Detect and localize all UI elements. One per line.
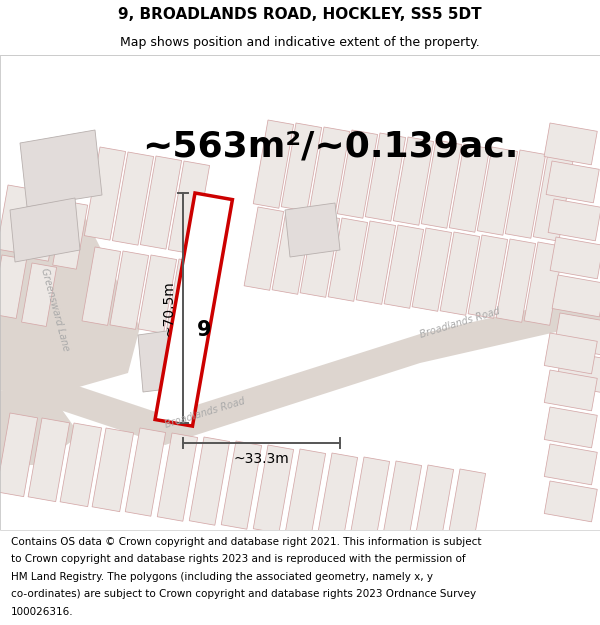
Polygon shape bbox=[544, 407, 597, 448]
Polygon shape bbox=[157, 433, 197, 521]
Polygon shape bbox=[524, 242, 563, 325]
Text: 100026316.: 100026316. bbox=[11, 607, 73, 617]
Polygon shape bbox=[189, 437, 230, 525]
Polygon shape bbox=[381, 461, 422, 549]
Polygon shape bbox=[221, 441, 262, 529]
Text: 9: 9 bbox=[196, 319, 211, 339]
Polygon shape bbox=[548, 199, 600, 241]
Polygon shape bbox=[272, 211, 311, 294]
Polygon shape bbox=[155, 193, 232, 426]
Polygon shape bbox=[440, 232, 479, 315]
Polygon shape bbox=[285, 449, 326, 538]
Polygon shape bbox=[138, 255, 176, 333]
Polygon shape bbox=[285, 203, 340, 257]
Polygon shape bbox=[10, 198, 80, 262]
Polygon shape bbox=[349, 457, 389, 545]
Polygon shape bbox=[544, 333, 597, 374]
Polygon shape bbox=[28, 418, 70, 502]
Polygon shape bbox=[0, 390, 80, 465]
Text: Map shows position and indicative extent of the property.: Map shows position and indicative extent… bbox=[120, 36, 480, 49]
Polygon shape bbox=[449, 144, 490, 232]
Polygon shape bbox=[556, 351, 600, 393]
Polygon shape bbox=[496, 239, 536, 322]
Polygon shape bbox=[125, 428, 166, 516]
Polygon shape bbox=[253, 445, 293, 533]
Polygon shape bbox=[468, 235, 508, 318]
Polygon shape bbox=[412, 228, 452, 311]
Polygon shape bbox=[85, 147, 125, 240]
Polygon shape bbox=[544, 370, 597, 411]
Polygon shape bbox=[384, 225, 424, 308]
Polygon shape bbox=[365, 133, 406, 221]
Text: co-ordinates) are subject to Crown copyright and database rights 2023 Ordnance S: co-ordinates) are subject to Crown copyr… bbox=[11, 589, 476, 599]
Polygon shape bbox=[166, 259, 205, 338]
Polygon shape bbox=[552, 275, 600, 317]
Text: 9, BROADLANDS ROAD, HOCKLEY, SS5 5DT: 9, BROADLANDS ROAD, HOCKLEY, SS5 5DT bbox=[118, 8, 482, 22]
Text: ~33.3m: ~33.3m bbox=[233, 452, 289, 466]
Polygon shape bbox=[0, 255, 26, 318]
Text: Broadlands Road: Broadlands Road bbox=[164, 396, 247, 430]
Text: ~70.5m: ~70.5m bbox=[162, 280, 176, 336]
Polygon shape bbox=[253, 120, 293, 208]
Text: Broadlands Road: Broadlands Road bbox=[419, 306, 502, 340]
Polygon shape bbox=[328, 218, 368, 301]
Polygon shape bbox=[300, 214, 340, 298]
Polygon shape bbox=[20, 130, 102, 207]
Polygon shape bbox=[22, 263, 56, 326]
Polygon shape bbox=[554, 313, 600, 355]
Text: HM Land Registry. The polygons (including the associated geometry, namely x, y: HM Land Registry. The polygons (includin… bbox=[11, 572, 433, 582]
Polygon shape bbox=[544, 481, 597, 522]
Polygon shape bbox=[0, 413, 38, 497]
Polygon shape bbox=[393, 137, 434, 225]
Polygon shape bbox=[544, 444, 597, 485]
Polygon shape bbox=[505, 150, 545, 238]
Polygon shape bbox=[112, 152, 154, 245]
Polygon shape bbox=[0, 293, 600, 445]
Polygon shape bbox=[356, 221, 395, 304]
Text: Contains OS data © Crown copyright and database right 2021. This information is : Contains OS data © Crown copyright and d… bbox=[11, 537, 481, 547]
Polygon shape bbox=[82, 247, 121, 326]
Text: Greensward Lane: Greensward Lane bbox=[39, 268, 71, 352]
Polygon shape bbox=[546, 161, 599, 203]
Polygon shape bbox=[550, 237, 600, 279]
Polygon shape bbox=[0, 217, 140, 393]
Polygon shape bbox=[413, 465, 454, 553]
Polygon shape bbox=[244, 207, 284, 290]
Text: ~563m²/~0.139ac.: ~563m²/~0.139ac. bbox=[142, 130, 518, 164]
Polygon shape bbox=[421, 140, 461, 228]
Polygon shape bbox=[138, 327, 200, 392]
Polygon shape bbox=[477, 147, 518, 235]
Polygon shape bbox=[60, 423, 101, 507]
Polygon shape bbox=[533, 153, 574, 241]
Polygon shape bbox=[53, 201, 88, 269]
Polygon shape bbox=[337, 130, 377, 218]
Polygon shape bbox=[281, 123, 322, 211]
Polygon shape bbox=[92, 428, 134, 512]
Polygon shape bbox=[25, 193, 59, 261]
Polygon shape bbox=[140, 156, 182, 249]
Polygon shape bbox=[544, 123, 597, 165]
Polygon shape bbox=[309, 127, 350, 215]
Polygon shape bbox=[0, 185, 32, 253]
Polygon shape bbox=[317, 453, 358, 541]
Polygon shape bbox=[169, 161, 209, 254]
Polygon shape bbox=[110, 251, 149, 329]
Text: to Crown copyright and database rights 2023 and is reproduced with the permissio: to Crown copyright and database rights 2… bbox=[11, 554, 466, 564]
Polygon shape bbox=[445, 469, 485, 558]
